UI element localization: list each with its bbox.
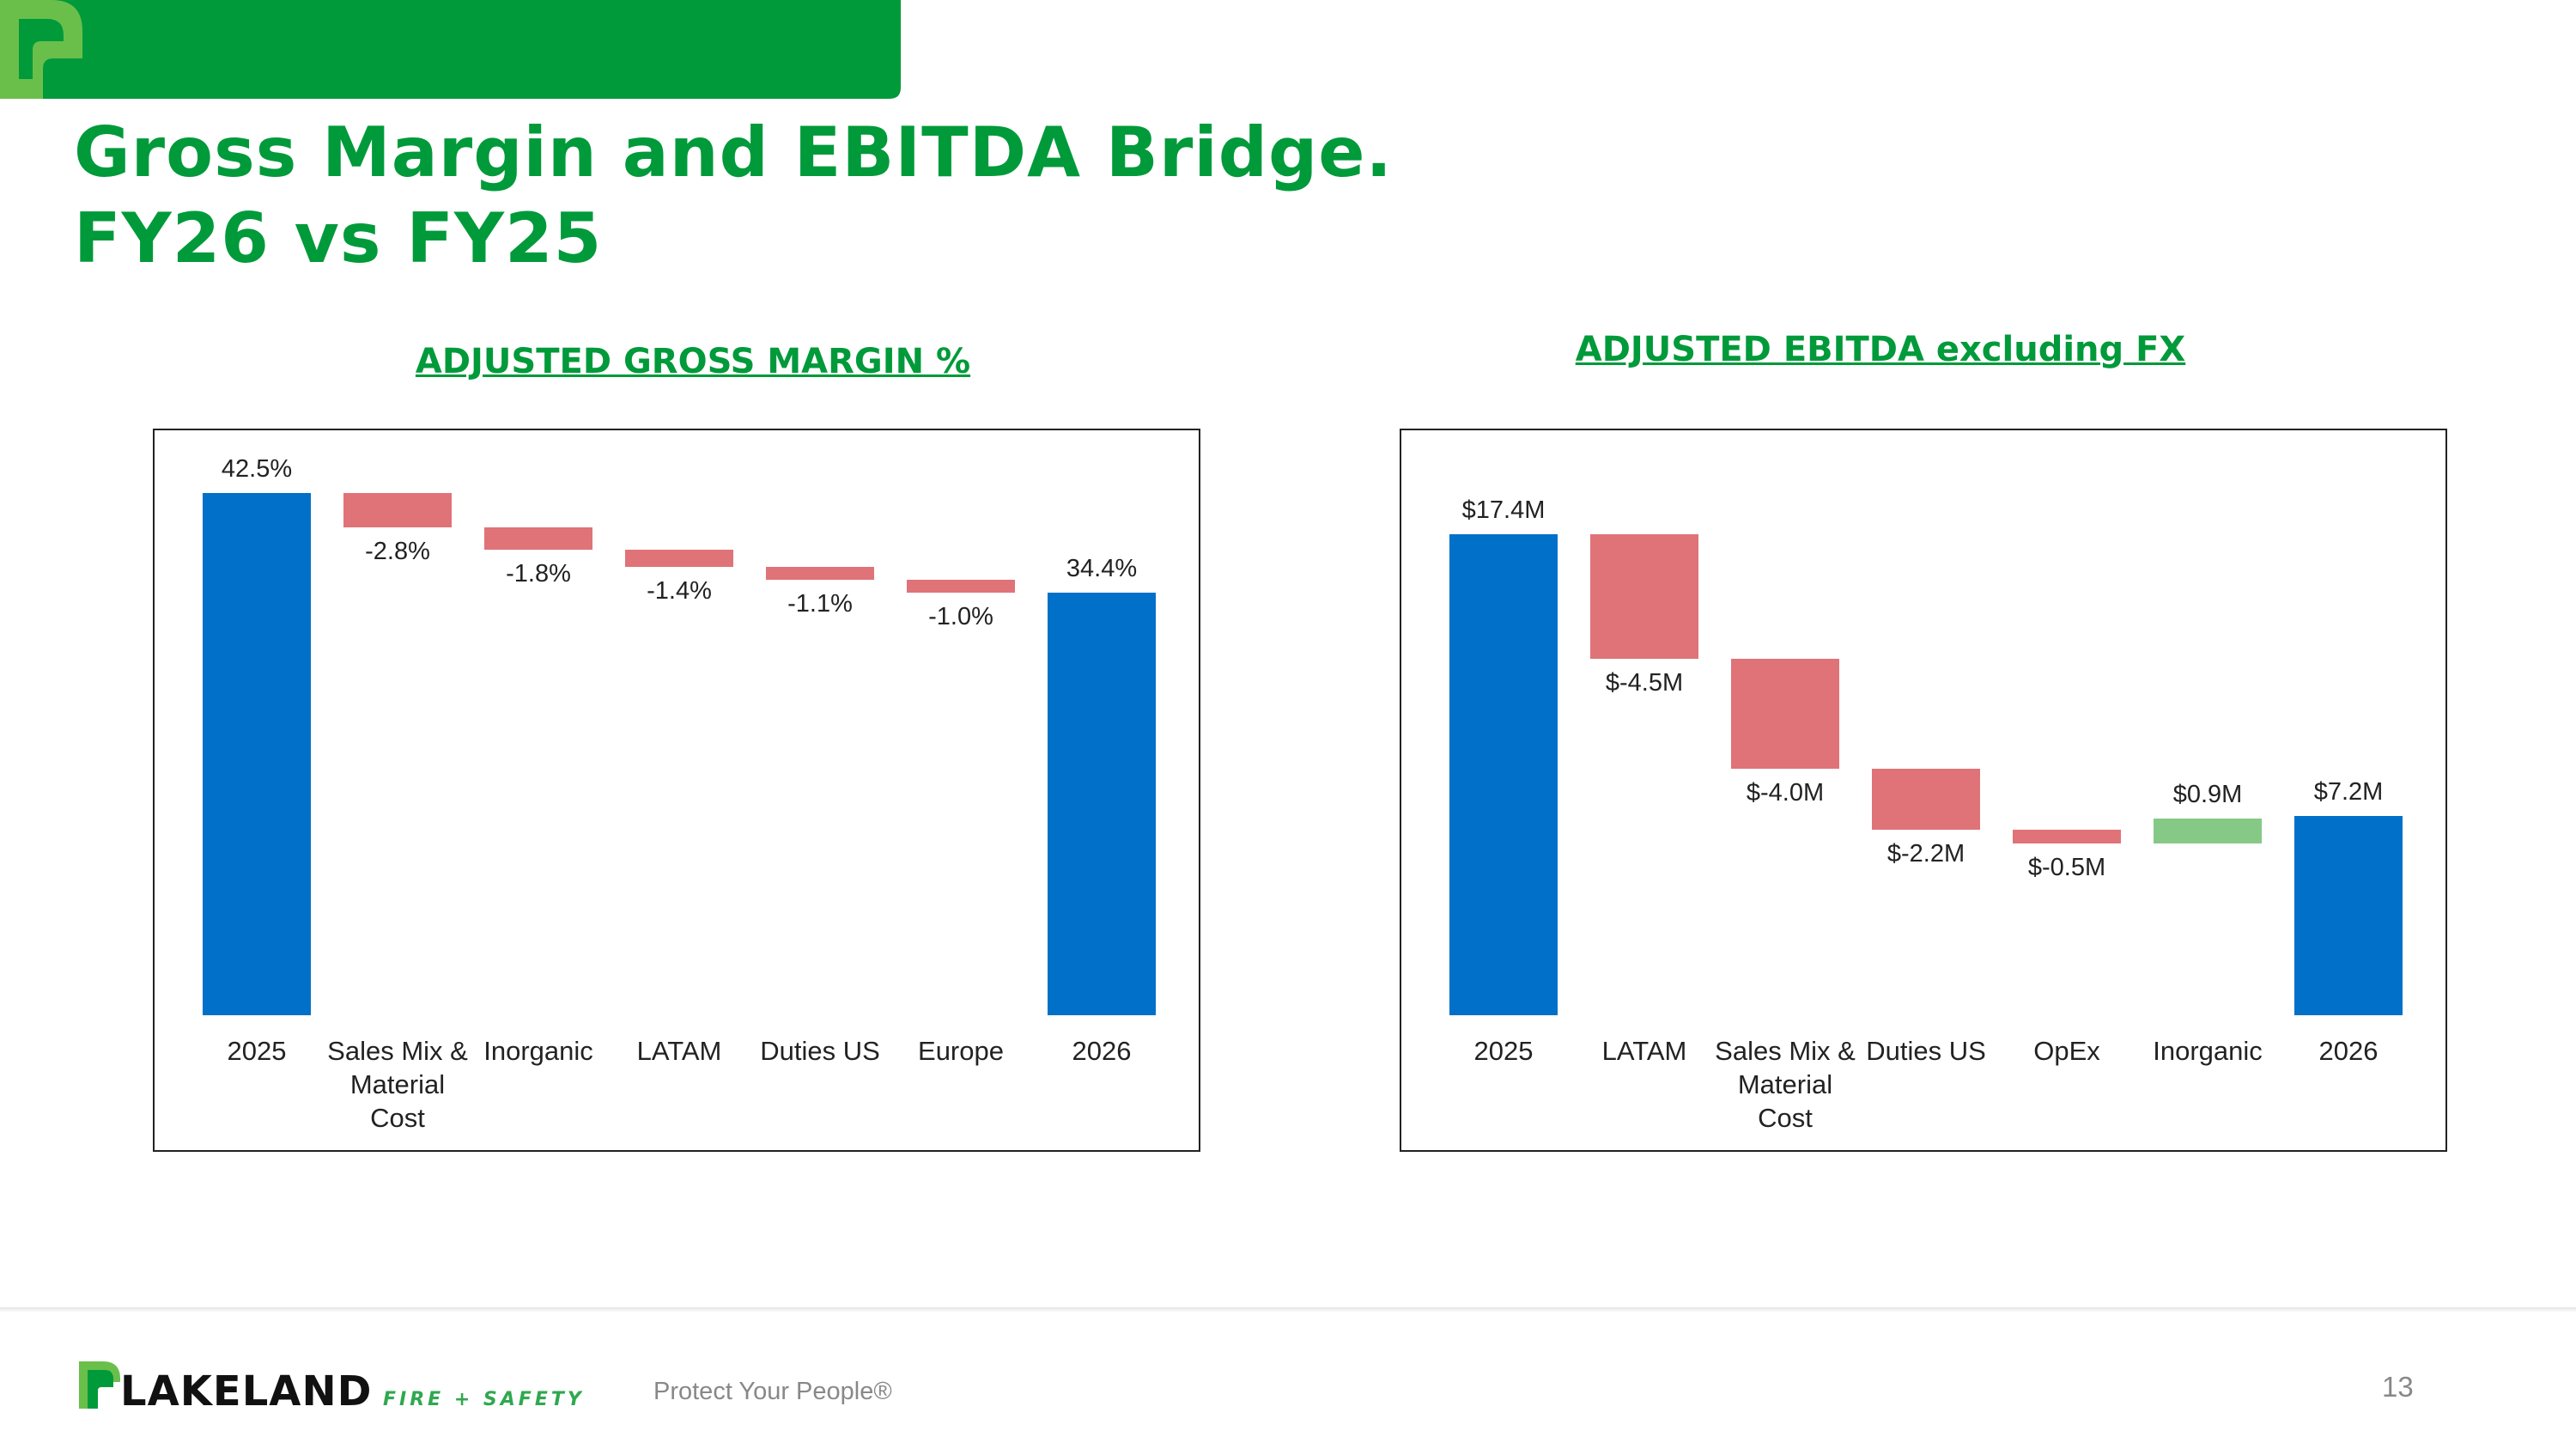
x-tick-label: LATAM (1601, 1036, 1687, 1066)
x-tick-label: Duties US (1866, 1036, 1986, 1066)
bar (625, 549, 733, 567)
bar (1590, 533, 1698, 659)
x-tick-label: 2026 (1072, 1036, 1132, 1066)
x-tick-label: 2025 (227, 1036, 287, 1066)
value-label: -1.1% (787, 590, 853, 618)
bar (766, 566, 874, 581)
x-tick-label: Inorganic (2153, 1036, 2263, 1066)
bar (2294, 816, 2403, 1015)
chart-title: ADJUSTED EBITDA excluding FX (1575, 330, 2186, 369)
value-label: $-2.2M (1886, 840, 1965, 868)
chart-frame: 42.5% 2025 -2.8% Sales Mix & Material Cost -… (153, 429, 1200, 1152)
bar (1048, 592, 1156, 1015)
value-label: -1.4% (647, 576, 712, 605)
value-label: -1.8% (506, 559, 571, 588)
x-tick-label: 2026 (2318, 1036, 2379, 1066)
bar (484, 527, 592, 550)
x-tick-label: Europe (918, 1036, 1004, 1066)
value-label: $-0.5M (2027, 854, 2106, 882)
footer-logo-icon (79, 1361, 120, 1409)
x-tick-label: Sales Mix & Material Cost (327, 1036, 468, 1133)
header-band (0, 0, 901, 99)
bar (1872, 769, 1980, 831)
value-label: $7.2M (2313, 778, 2384, 807)
slide-title: Gross Margin and EBITDA Bridge. FY26 vs … (74, 113, 1393, 278)
value-label: $0.9M (2172, 781, 2243, 809)
x-tick-label: 2025 (1473, 1036, 1534, 1066)
x-tick-label: Sales Mix & Material Cost (1715, 1036, 1856, 1133)
chart-title: ADJUSTED GROSS MARGIN % (415, 342, 971, 381)
footer-tagline: Protect Your People® (653, 1378, 892, 1405)
page-number: 13 (2382, 1371, 2414, 1403)
footer-brand: LAKELAND (120, 1367, 373, 1416)
footer-brand-sub: FIRE + SAFETY (383, 1389, 585, 1410)
x-tick-label: LATAM (636, 1036, 722, 1066)
bar (343, 492, 452, 527)
chart-frame: $17.4M 2025 $-4.5M LATAM $-4.0M Sales Mix & M… (1400, 429, 2447, 1152)
footer-divider (0, 1307, 2576, 1312)
bar (203, 492, 311, 1015)
x-tick-label: Inorganic (483, 1036, 593, 1066)
value-label: $-4.0M (1746, 779, 1825, 807)
value-label: $17.4M (1461, 496, 1546, 524)
bar (1731, 658, 1839, 770)
value-label: -2.8% (365, 537, 430, 565)
bar (2013, 830, 2121, 844)
value-label: 42.5% (221, 454, 293, 483)
x-tick-label: OpEx (2033, 1036, 2100, 1066)
bar (907, 580, 1015, 593)
value-label: -1.0% (928, 602, 993, 630)
value-label: $-4.5M (1605, 668, 1684, 697)
value-label: 34.4% (1066, 554, 1138, 582)
bar (2154, 819, 2262, 844)
x-tick-label: Duties US (760, 1036, 880, 1066)
bar (1449, 533, 1558, 1015)
